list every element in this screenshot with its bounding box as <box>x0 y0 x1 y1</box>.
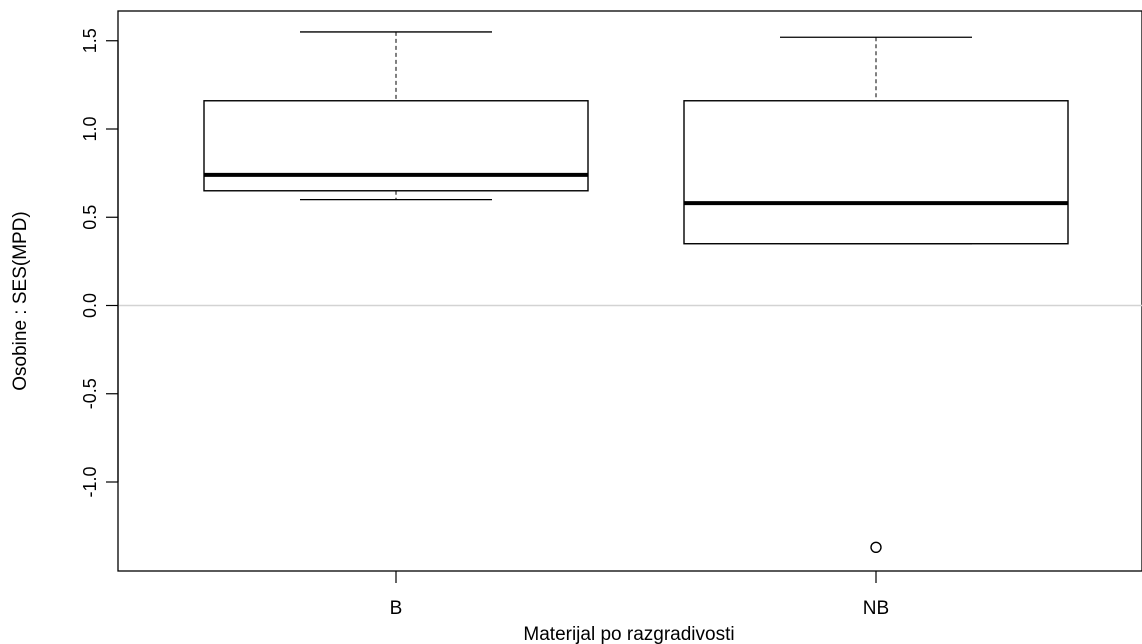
x-axis-title: Materijal po razgradivosti <box>523 624 734 644</box>
boxes-layer <box>203 31 1069 554</box>
box-b <box>203 31 589 201</box>
x-axis: B NB <box>390 571 889 619</box>
y-tick-label-4: -0.5 <box>80 378 100 409</box>
box-rect-b <box>203 100 589 192</box>
y-tick-label-2: 0.5 <box>80 205 100 230</box>
box-rect-nb <box>683 100 1069 245</box>
box-nb <box>683 36 1069 554</box>
y-axis: 1.5 1.0 0.5 0.0 -0.5 -1.0 <box>80 28 119 498</box>
outlier-point-nb-0 <box>870 541 882 554</box>
y-tick-label-3: 0.0 <box>80 293 100 318</box>
y-tick-label-0: 1.5 <box>80 28 100 53</box>
y-tick-label-5: -1.0 <box>80 466 100 497</box>
x-tick-label-b: B <box>390 598 403 619</box>
x-tick-label-nb: NB <box>863 598 889 619</box>
y-tick-label-1: 1.0 <box>80 116 100 141</box>
plot-frame <box>117 10 1142 572</box>
y-axis-title: Osobine : SES(MPD) <box>10 211 31 391</box>
